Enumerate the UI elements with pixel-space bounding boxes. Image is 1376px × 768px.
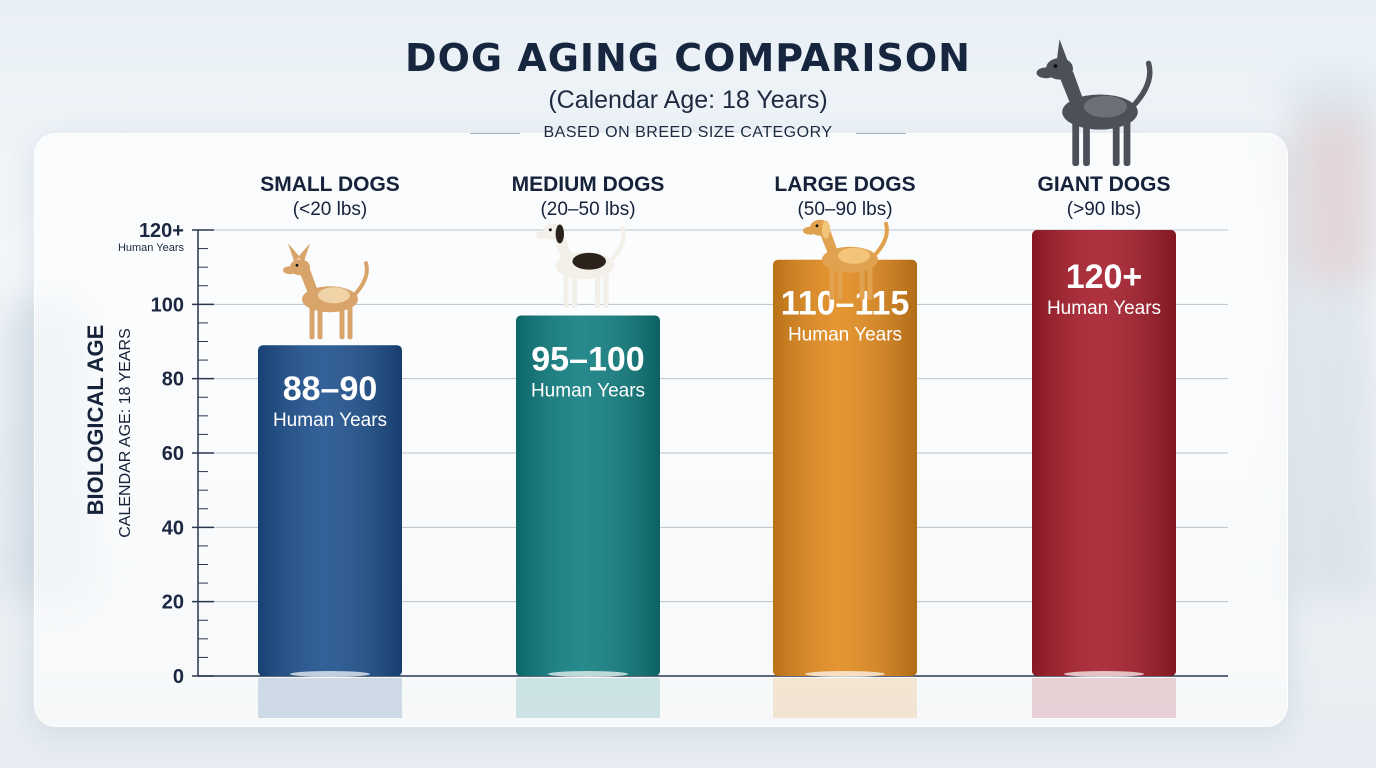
beagle-icon xyxy=(535,223,626,308)
y-tick-label: 0 xyxy=(173,666,184,688)
bar-shading xyxy=(516,315,660,676)
bar-value-label: 95–100 xyxy=(531,340,644,378)
category-label: MEDIUM DOGS xyxy=(512,173,665,196)
bar-reflection xyxy=(773,678,917,718)
bar-group xyxy=(773,259,917,718)
bar-unit-label: Human Years xyxy=(531,380,645,401)
y-tick-label: 80 xyxy=(162,369,184,391)
bar-value-label: 110–115 xyxy=(781,285,910,323)
y-axis-label: BIOLOGICAL AGE xyxy=(83,325,108,516)
category-label: SMALL DOGS xyxy=(260,173,400,196)
background-shape xyxy=(1300,120,1370,280)
dog-leg xyxy=(563,271,569,308)
y-tick-label: 60 xyxy=(162,443,184,465)
category-weight-label: (20–50 lbs) xyxy=(540,199,635,220)
bar-value-label: 88–90 xyxy=(283,370,378,408)
bar-shading xyxy=(773,259,917,676)
bar-group xyxy=(516,315,660,718)
dog-leg xyxy=(1112,120,1120,166)
dog-neck xyxy=(300,269,318,294)
bar-shading xyxy=(1032,230,1176,676)
chart-title: DOG AGING COMPARISON xyxy=(405,36,971,80)
divider xyxy=(856,133,906,134)
bar-glow xyxy=(290,671,370,677)
category-label: LARGE DOGS xyxy=(774,173,915,196)
dog-leg xyxy=(603,271,609,308)
dog-leg xyxy=(1123,120,1131,166)
dog-leg xyxy=(347,305,353,340)
y-tick-sublabel: Human Years xyxy=(118,242,185,254)
dog-ear xyxy=(298,243,310,262)
dog-tail xyxy=(1132,60,1153,107)
dog-marking xyxy=(838,247,870,264)
bar-glow xyxy=(548,671,628,677)
chart-subtitle: (Calendar Age: 18 Years) xyxy=(548,86,828,114)
dog-leg xyxy=(1083,120,1090,166)
dog-leg xyxy=(837,265,843,300)
bar-value-label: 120+ xyxy=(1066,258,1143,296)
dog-illustrations xyxy=(283,39,1153,340)
dog-muzzle xyxy=(1036,67,1056,79)
bar-reflection xyxy=(516,678,660,718)
bar-unit-label: Human Years xyxy=(788,325,902,346)
bar-reflection xyxy=(258,678,402,718)
dog-eye xyxy=(1053,64,1058,68)
dog-leg xyxy=(339,305,345,340)
y-axis-secondary-label: CALENDAR AGE: 18 YEARS xyxy=(117,328,134,538)
bar-group xyxy=(258,345,402,718)
great-dane-icon xyxy=(1036,39,1153,166)
dog-leg xyxy=(317,305,323,340)
category-label: GIANT DOGS xyxy=(1037,173,1170,196)
bar-unit-label: Human Years xyxy=(273,410,387,431)
dog-ear xyxy=(555,224,564,244)
bar-unit-label: Human Years xyxy=(1047,298,1161,319)
golden-retriever-icon xyxy=(803,219,889,300)
dog-muzzle xyxy=(283,266,297,275)
dog-tail xyxy=(610,225,626,262)
category-weight-label: (>90 lbs) xyxy=(1067,199,1141,220)
dog-marking xyxy=(572,252,606,270)
dog-ear xyxy=(1056,39,1068,61)
chart-note: BASED ON BREED SIZE CATEGORY xyxy=(543,124,833,141)
divider xyxy=(470,133,520,134)
dog-eye xyxy=(295,263,299,267)
dog-marking xyxy=(1083,95,1127,118)
dog-leg xyxy=(1072,120,1080,166)
dog-leg xyxy=(829,265,835,300)
dog-muzzle xyxy=(803,226,817,235)
dog-ear xyxy=(822,220,830,239)
dog-leg xyxy=(309,305,315,340)
dog-leg xyxy=(571,271,578,308)
bar-reflection xyxy=(1032,678,1176,718)
bar-group xyxy=(1032,230,1176,718)
dog-eye xyxy=(548,228,552,232)
y-tick-label: 120+ xyxy=(139,220,184,242)
dog-eye xyxy=(815,224,819,228)
dog-leg xyxy=(859,265,865,300)
category-weight-label: (<20 lbs) xyxy=(293,199,367,220)
dog-muzzle xyxy=(535,230,551,240)
chihuahua-icon xyxy=(283,243,369,340)
y-tick-label: 20 xyxy=(162,592,184,614)
dog-leg xyxy=(594,271,601,308)
bar-glow xyxy=(1064,671,1144,677)
category-weight-label: (50–90 lbs) xyxy=(797,199,892,220)
dog-marking xyxy=(318,287,350,304)
dog-tail xyxy=(874,221,889,256)
y-tick-label: 100 xyxy=(151,294,184,316)
dog-neck xyxy=(1059,71,1084,104)
dog-ear xyxy=(288,243,300,262)
dog-leg xyxy=(867,265,873,300)
dog-tail xyxy=(354,261,369,296)
y-tick-label: 40 xyxy=(162,517,184,539)
bar-shading xyxy=(258,345,402,676)
bar-glow xyxy=(805,671,885,677)
